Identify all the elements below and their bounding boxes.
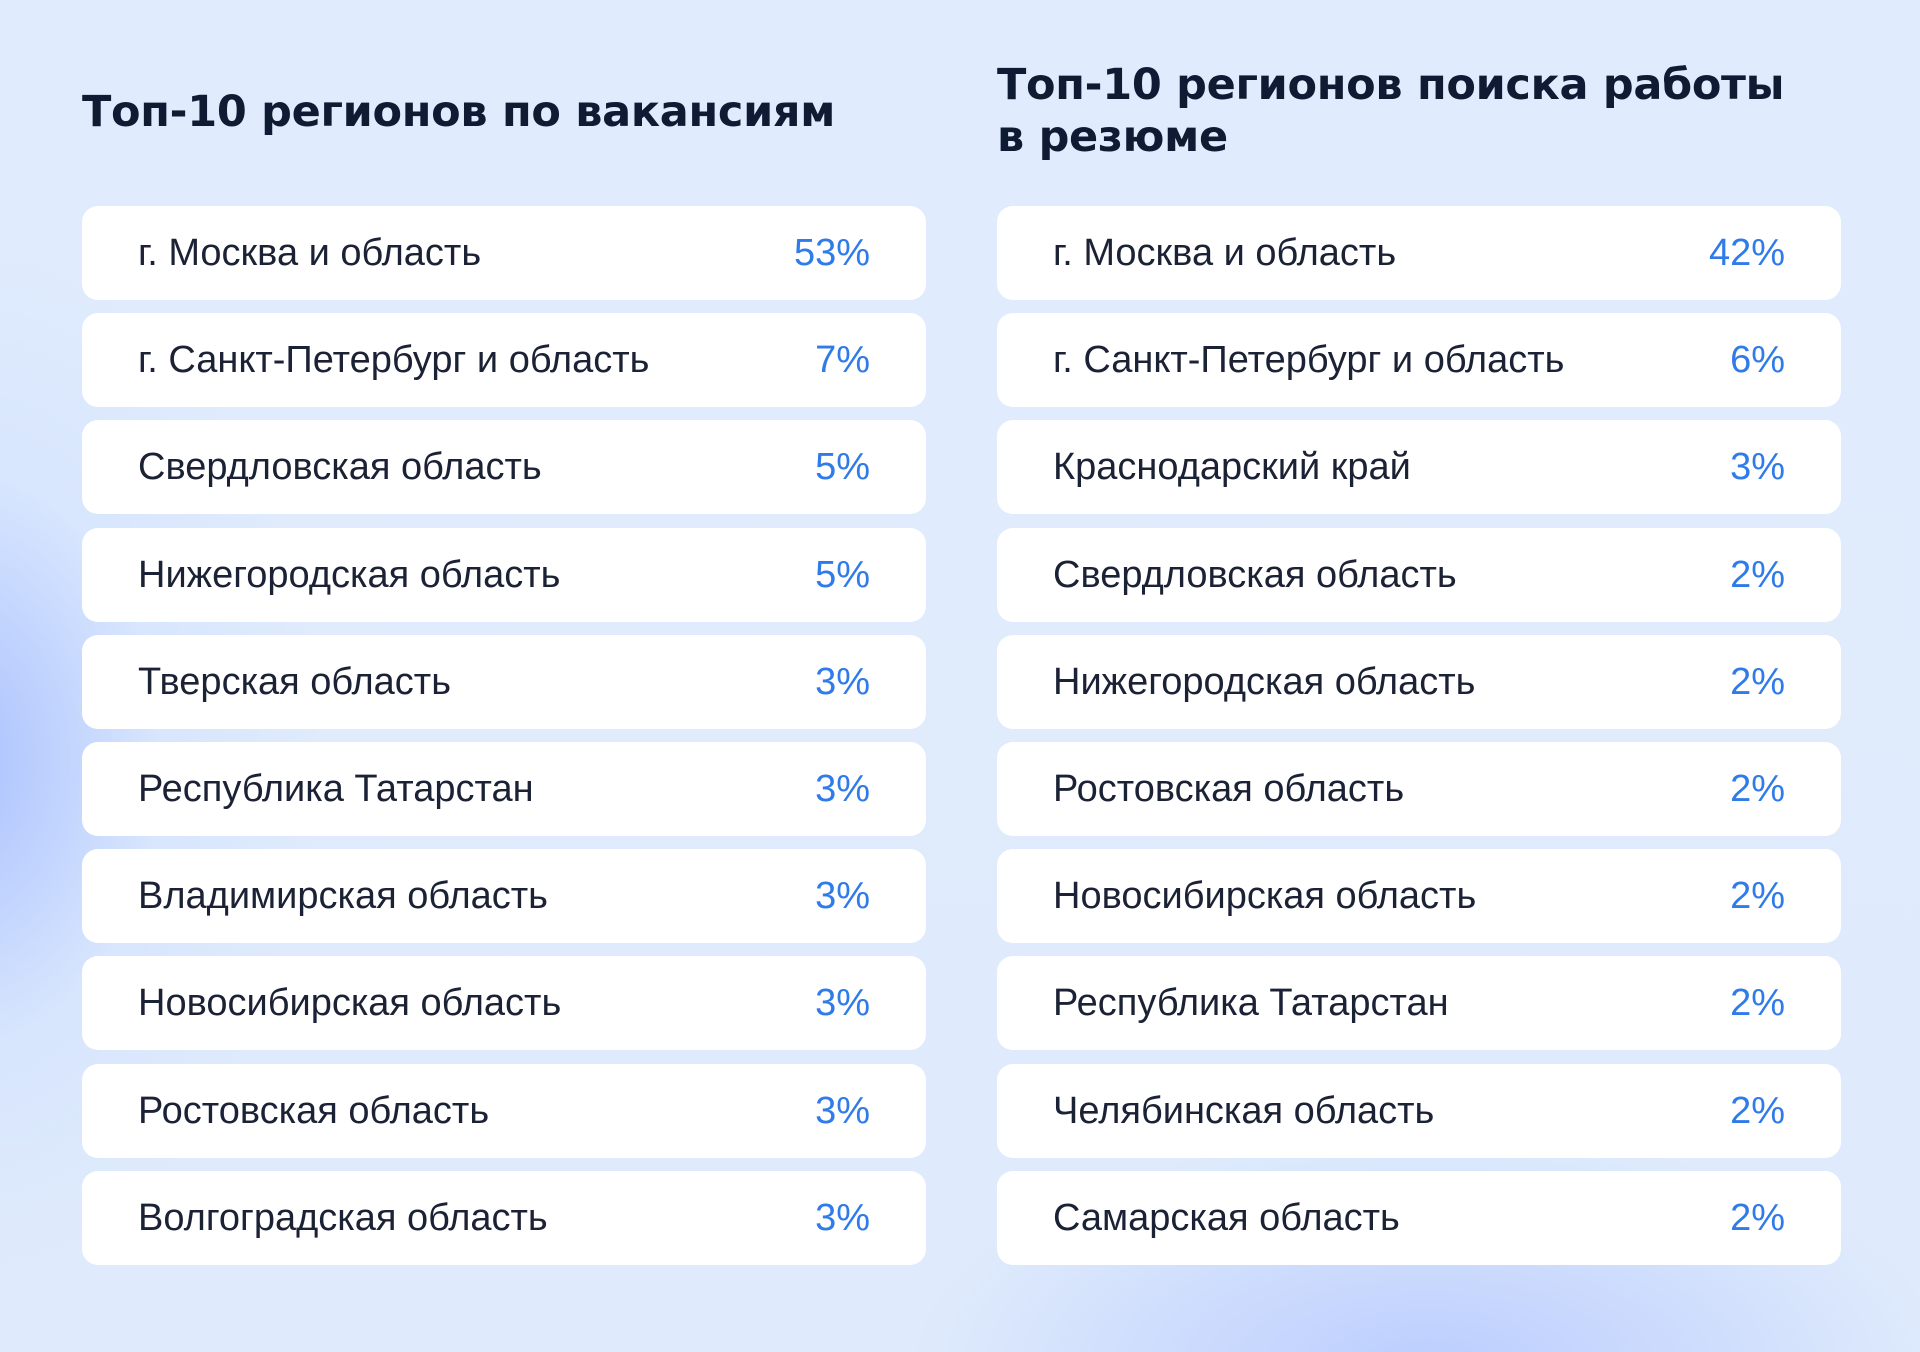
region-share-value: 2% bbox=[1730, 1196, 1785, 1239]
region-label: Ростовская область bbox=[138, 1089, 490, 1132]
region-label: Новосибирская область bbox=[1053, 875, 1477, 918]
table-row: г. Москва и область 42% bbox=[997, 206, 1841, 300]
region-share-value: 5% bbox=[815, 446, 870, 489]
resume-title: Топ-10 регионов поиска работы в резюме bbox=[997, 60, 1785, 162]
region-label: Новосибирская область bbox=[138, 982, 562, 1025]
region-share-value: 3% bbox=[815, 1089, 870, 1132]
region-share-value: 2% bbox=[1730, 875, 1785, 918]
table-row: г. Санкт-Петербург и область 7% bbox=[82, 313, 926, 408]
table-row: Республика Татарстан 3% bbox=[82, 741, 926, 836]
region-share-value: 2% bbox=[1730, 767, 1785, 810]
table-row: Краснодарский край 3% bbox=[997, 420, 1841, 515]
region-share-value: 53% bbox=[793, 232, 870, 274]
table-row: Новосибирская область 2% bbox=[997, 849, 1841, 944]
region-share-value: 3% bbox=[815, 1196, 870, 1239]
table-row: Нижегородская область 2% bbox=[997, 634, 1841, 729]
table-row: г. Санкт-Петербург и область 6% bbox=[997, 313, 1841, 408]
region-share-value: 5% bbox=[815, 553, 870, 596]
region-label: г. Санкт-Петербург и область bbox=[138, 339, 650, 382]
region-share-value: 6% bbox=[1730, 339, 1785, 382]
region-label: Ростовская область bbox=[1053, 767, 1405, 810]
region-label: Свердловская область bbox=[138, 446, 542, 489]
region-share-value: 3% bbox=[815, 982, 870, 1025]
region-label: Нижегородская область bbox=[138, 553, 561, 596]
region-label: Тверская область bbox=[138, 660, 451, 703]
region-label: Республика Татарстан bbox=[138, 767, 534, 810]
table-row: Республика Татарстан 2% bbox=[997, 956, 1841, 1051]
vacancies-rows: г. Москва и область 53% г. Санкт-Петербург… bbox=[82, 206, 926, 1278]
region-label: Самарская область bbox=[1053, 1196, 1400, 1239]
region-share-value: 3% bbox=[1730, 446, 1785, 489]
table-row: Челябинская область 2% bbox=[997, 1063, 1841, 1158]
table-row: Волгоградская область 3% bbox=[82, 1170, 926, 1265]
region-share-value: 3% bbox=[815, 875, 870, 918]
region-label: г. Москва и область bbox=[1053, 232, 1397, 274]
region-share-value: 2% bbox=[1730, 982, 1785, 1025]
region-label: Челябинская область bbox=[1053, 1089, 1435, 1132]
table-row: Ростовская область 2% bbox=[997, 741, 1841, 836]
table-row: Ростовская область 3% bbox=[82, 1063, 926, 1158]
table-row: г. Москва и область 53% bbox=[82, 206, 926, 300]
table-row: Новосибирская область 3% bbox=[82, 956, 926, 1051]
table-row: Свердловская область 5% bbox=[82, 420, 926, 515]
table-row: Тверская область 3% bbox=[82, 634, 926, 729]
vacancies-title: Топ-10 регионов по вакансиям bbox=[82, 87, 836, 137]
region-label: г. Санкт-Петербург и область bbox=[1053, 339, 1565, 382]
resume-rows: г. Москва и область 42% г. Санкт-Петербург… bbox=[997, 206, 1841, 1278]
region-label: Краснодарский край bbox=[1053, 446, 1411, 489]
region-share-value: 3% bbox=[815, 660, 870, 703]
region-label: Владимирская область bbox=[138, 875, 548, 918]
region-share-value: 3% bbox=[815, 767, 870, 810]
region-label: Республика Татарстан bbox=[1053, 982, 1449, 1025]
region-label: г. Москва и область bbox=[138, 232, 482, 274]
region-share-value: 2% bbox=[1730, 1089, 1785, 1132]
region-share-value: 42% bbox=[1708, 232, 1785, 274]
region-share-value: 7% bbox=[815, 339, 870, 382]
region-share-value: 2% bbox=[1730, 553, 1785, 596]
region-label: Свердловская область bbox=[1053, 553, 1457, 596]
region-label: Нижегородская область bbox=[1053, 660, 1476, 703]
region-share-value: 2% bbox=[1730, 660, 1785, 703]
table-row: Нижегородская область 5% bbox=[82, 527, 926, 622]
region-label: Волгоградская область bbox=[138, 1196, 548, 1239]
table-row: Самарская область 2% bbox=[997, 1170, 1841, 1265]
table-row: Свердловская область 2% bbox=[997, 527, 1841, 622]
table-row: Владимирская область 3% bbox=[82, 849, 926, 944]
